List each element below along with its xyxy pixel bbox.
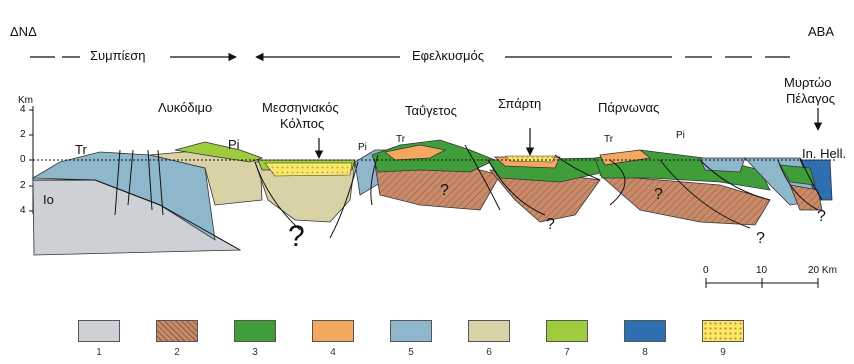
label-pi-3: Pi <box>676 130 685 141</box>
depth-tick: 2 <box>20 180 26 191</box>
label-tr-3: Tr <box>604 134 614 145</box>
legend-num-3: 3 <box>252 347 258 358</box>
label-tr-2: Tr <box>396 134 406 145</box>
label-in-hell: In. Hell. <box>802 146 847 161</box>
legend-swatch-3 <box>234 320 276 342</box>
unit-3-east <box>779 164 816 186</box>
question-mark: ? <box>817 208 826 225</box>
legend-swatch-7 <box>546 320 588 342</box>
scale-tick: 0 <box>703 265 709 276</box>
depth-tick: 2 <box>20 129 26 140</box>
legend-swatch-9 <box>702 320 744 342</box>
faults <box>33 144 823 251</box>
scale-tick: 20 Km <box>808 265 837 276</box>
label-pi-1: Pi <box>228 137 240 152</box>
header-right: ΑΒΑ <box>808 24 835 39</box>
legend-num-4: 4 <box>330 347 336 358</box>
unit-4-taygetos <box>384 144 447 161</box>
legend-num-7: 7 <box>564 347 570 358</box>
place-messiniakos-1: Μεσσηνιακός <box>262 100 339 115</box>
regime-extension: Εφελκυσμός <box>412 48 485 63</box>
legend-num-2: 2 <box>174 347 180 358</box>
question-mark: ? <box>546 216 555 233</box>
scale-bar <box>705 278 819 288</box>
legend-swatch-5 <box>390 320 432 342</box>
depth-tick: 0 <box>20 154 26 165</box>
depth-unit: Km <box>18 95 33 106</box>
depth-tick: 4 <box>20 104 26 115</box>
legend-swatch-8 <box>624 320 666 342</box>
depth-axis <box>29 106 34 214</box>
place-myrtoo-2: Πέλαγος <box>786 91 835 106</box>
label-pi-2: Pi <box>358 142 367 153</box>
place-lykodimo: Λυκόδιμο <box>158 100 213 115</box>
question-mark: ? <box>756 230 765 247</box>
legend-swatch-6 <box>468 320 510 342</box>
scale-tick: 10 <box>756 265 768 276</box>
unit-2-east <box>789 184 823 211</box>
place-myrtoo-1: Μυρτώο <box>784 75 832 90</box>
label-tr-1: Tr <box>75 142 87 157</box>
place-messiniakos-2: Κόλπος <box>280 116 325 131</box>
unit-7-west <box>174 141 264 163</box>
question-mark: ? <box>654 186 663 203</box>
question-mark: ? <box>288 220 305 253</box>
label-io: Io <box>43 192 54 207</box>
unit-9-sparti <box>504 155 556 163</box>
regime-compression: Συμπίεση <box>90 48 146 63</box>
place-sparti: Σπάρτη <box>498 96 542 111</box>
legend-num-6: 6 <box>486 347 492 358</box>
place-parnonas: Πάρνωνας <box>598 100 660 115</box>
legend-num-5: 5 <box>408 347 414 358</box>
legend-swatch-2 <box>156 320 198 342</box>
unit-5-parnonas <box>699 157 746 173</box>
legend-num-1: 1 <box>96 347 102 358</box>
header-left: ΔΝΔ <box>10 24 37 39</box>
legend-num-8: 8 <box>642 347 648 358</box>
depth-tick: 4 <box>20 205 26 216</box>
legend-swatch-1 <box>78 320 120 342</box>
legend-swatch-4 <box>312 320 354 342</box>
unit-9-basin <box>264 162 353 177</box>
legend-num-9: 9 <box>720 347 726 358</box>
unit-2-parnonas <box>598 174 771 226</box>
question-mark: ? <box>440 182 449 199</box>
place-taygetos: Ταΰγετος <box>405 103 457 118</box>
